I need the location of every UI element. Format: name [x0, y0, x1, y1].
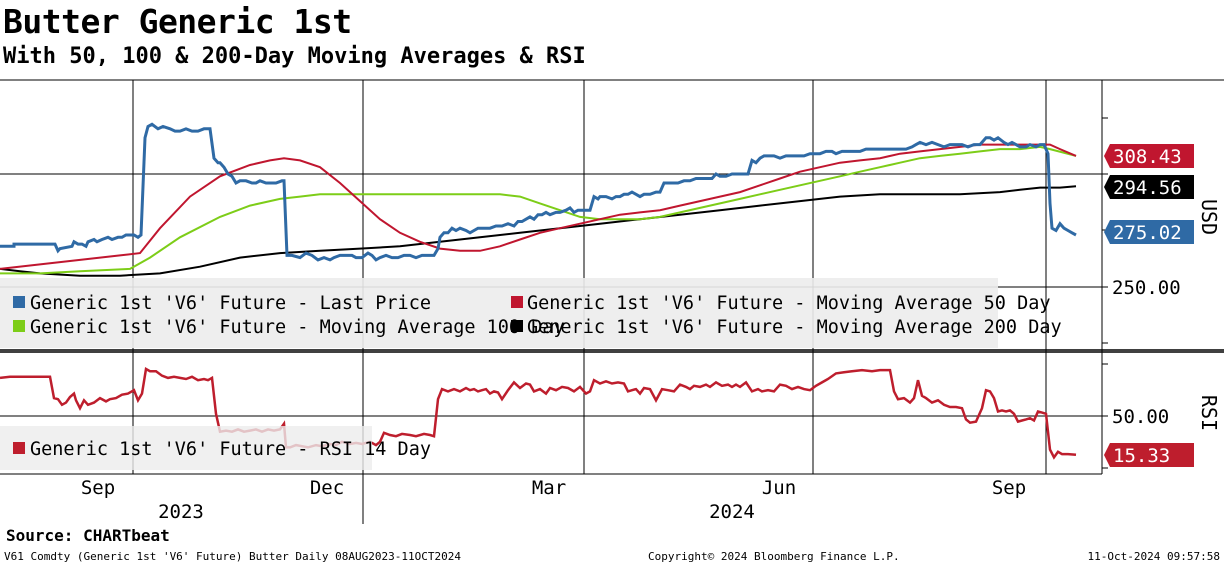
legend-swatch-ma50 [511, 296, 523, 308]
rsi-legend-box [0, 426, 372, 470]
price-legend-box [0, 278, 998, 348]
source-label: Source: CHARTbeat [6, 526, 170, 545]
price-tick-label-250: 250.00 [1112, 277, 1181, 299]
footer-copyright: Copyright© 2024 Bloomberg Finance L.P. [648, 550, 900, 563]
x-year-label-2024: 2024 [709, 501, 755, 523]
chart-canvas: Generic 1st 'V6' Future - Last Price Gen… [0, 79, 1224, 524]
legend-swatch-last [13, 296, 25, 308]
legend-label-ma50: Generic 1st 'V6' Future - Moving Average… [527, 293, 1050, 314]
x-axis-labels: Sep Dec Mar Jun Sep 2023 2024 [81, 474, 1026, 524]
last-value-rsi: 15.33 [1113, 445, 1170, 467]
last-value-tag-ma200: 294.56 [1104, 175, 1194, 199]
legend-swatch-ma100 [13, 320, 25, 332]
last-value-tag-ma50: 308.43 [1104, 144, 1194, 168]
x-year-label-2023: 2023 [158, 501, 204, 523]
series-last-price-line [0, 122, 1077, 262]
legend-label-last: Generic 1st 'V6' Future - Last Price [30, 293, 431, 314]
rsi-tick-label-50: 50.00 [1112, 406, 1169, 428]
last-value-last: 275.02 [1113, 222, 1182, 244]
legend-swatch-rsi [13, 442, 25, 454]
x-tick-label-sep-2024: Sep [992, 477, 1026, 499]
price-axis-ticks [1102, 117, 1108, 469]
rsi-axis-title: RSI [1197, 395, 1221, 431]
chart-subtitle: With 50, 100 & 200-Day Moving Averages &… [3, 44, 586, 69]
x-tick-label-dec: Dec [310, 477, 344, 499]
legend-label-ma200: Generic 1st 'V6' Future - Moving Average… [527, 317, 1062, 338]
legend-label-ma100: Generic 1st 'V6' Future - Moving Average… [30, 317, 565, 338]
chart-title: Butter Generic 1st [3, 2, 352, 41]
series-ma200-line [0, 185, 1077, 277]
x-tick-label-jun: Jun [762, 477, 796, 499]
last-value-tag-rsi: 15.33 [1104, 443, 1194, 467]
vertical-gridlines [132, 80, 1047, 474]
series-ma50-line [0, 143, 1077, 270]
x-tick-label-mar: Mar [532, 477, 566, 499]
legend-label-rsi: Generic 1st 'V6' Future - RSI 14 Day [30, 439, 431, 460]
footer-timestamp: 11-Oct-2024 09:57:58 [1087, 550, 1220, 563]
legend-swatch-ma200 [511, 320, 523, 332]
last-value-ma50: 308.43 [1113, 146, 1182, 168]
price-axis-title: USD [1197, 199, 1221, 235]
series-rsi-line [0, 367, 1077, 460]
last-value-tag-last: 275.02 [1104, 220, 1194, 244]
series-ma100-line [0, 145, 1077, 275]
x-tick-label-sep-2023: Sep [81, 477, 115, 499]
last-value-ma200: 294.56 [1113, 177, 1182, 199]
footer-ticker: V61 Comdty (Generic 1st 'V6' Future) But… [4, 550, 461, 563]
